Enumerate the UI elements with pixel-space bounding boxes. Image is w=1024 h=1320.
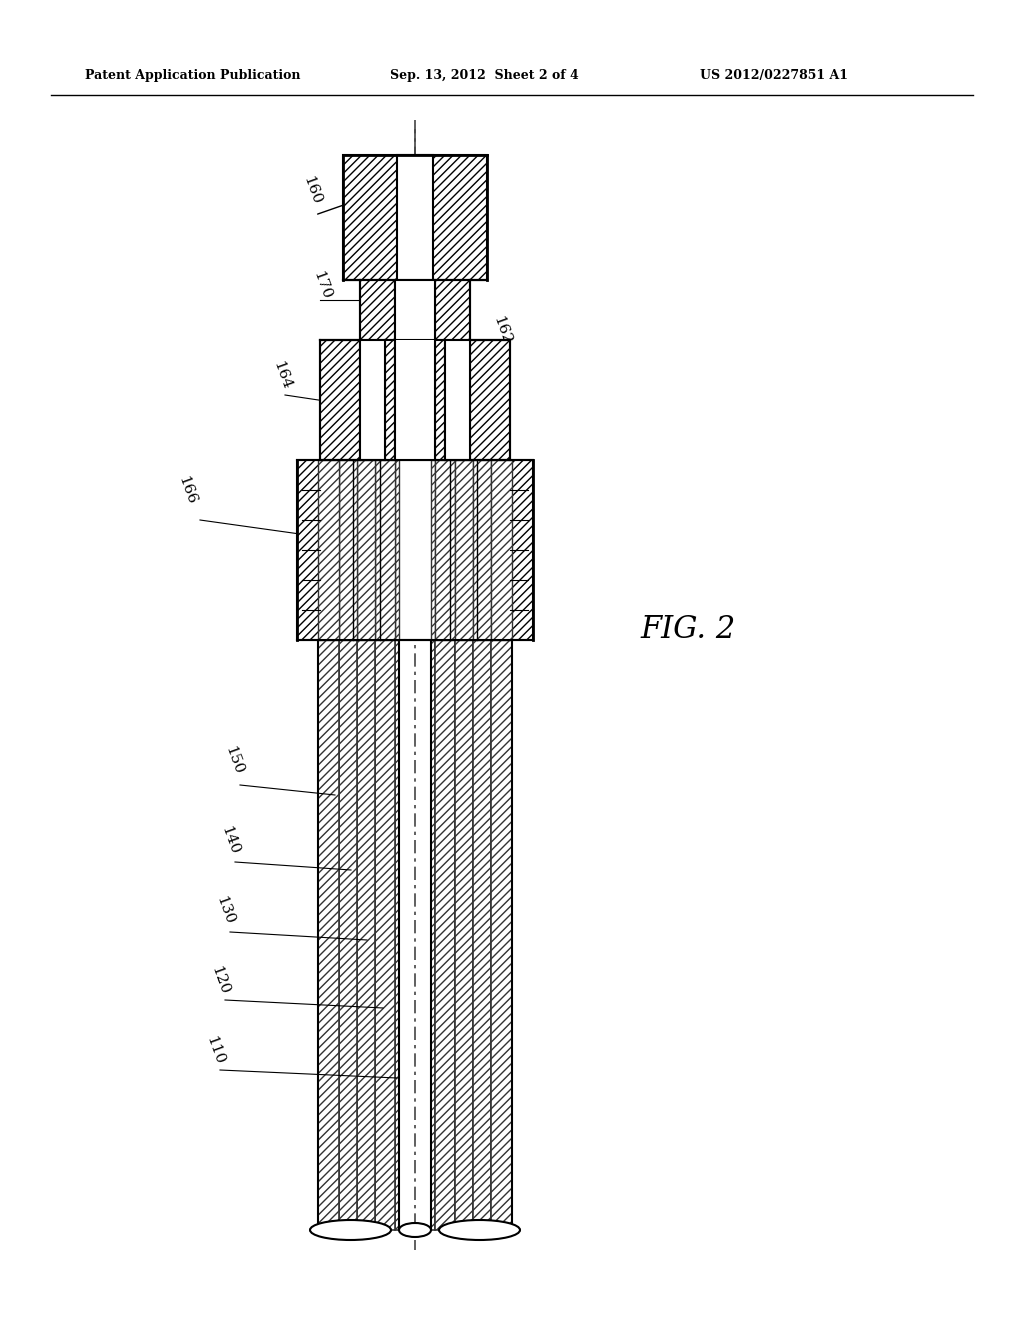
Polygon shape [435,459,510,640]
Polygon shape [357,601,375,1230]
Text: 150: 150 [222,744,245,776]
Ellipse shape [399,1224,431,1237]
Polygon shape [455,459,473,640]
Text: 110: 110 [203,1034,226,1067]
Polygon shape [435,459,455,640]
Polygon shape [445,341,470,459]
Text: 170: 170 [310,269,333,301]
Text: 120: 120 [208,964,231,997]
Text: 162: 162 [490,314,513,346]
Polygon shape [490,601,512,1230]
Polygon shape [395,341,435,459]
Polygon shape [431,459,435,640]
Polygon shape [431,601,435,1230]
Polygon shape [360,341,385,459]
Polygon shape [318,601,339,1230]
Polygon shape [490,459,512,640]
Text: 166: 166 [175,474,199,506]
Text: 140: 140 [218,824,242,857]
Polygon shape [435,341,445,459]
Polygon shape [395,459,399,640]
Polygon shape [510,459,534,640]
Text: FIG. 2: FIG. 2 [640,615,735,645]
Polygon shape [357,459,375,640]
Polygon shape [473,601,490,1230]
Polygon shape [339,459,357,640]
Polygon shape [375,459,395,640]
Polygon shape [435,601,455,1230]
Polygon shape [319,341,360,459]
Text: 164: 164 [270,359,293,391]
Polygon shape [375,601,395,1230]
Polygon shape [318,459,339,640]
Ellipse shape [439,1220,520,1239]
Text: Patent Application Publication: Patent Application Publication [85,69,300,82]
Polygon shape [395,280,435,341]
Polygon shape [297,459,319,640]
Polygon shape [435,280,470,341]
Polygon shape [455,601,473,1230]
Polygon shape [339,601,357,1230]
Text: US 2012/0227851 A1: US 2012/0227851 A1 [700,69,848,82]
Polygon shape [397,154,433,280]
Ellipse shape [310,1220,391,1239]
Polygon shape [470,341,510,459]
Polygon shape [395,601,399,1230]
Polygon shape [319,459,395,640]
Polygon shape [473,459,490,640]
Polygon shape [360,280,395,341]
Text: Sep. 13, 2012  Sheet 2 of 4: Sep. 13, 2012 Sheet 2 of 4 [390,69,579,82]
Text: 130: 130 [213,894,237,927]
Polygon shape [385,341,395,459]
Polygon shape [395,459,435,640]
Polygon shape [343,154,487,280]
Text: 160: 160 [300,174,324,206]
